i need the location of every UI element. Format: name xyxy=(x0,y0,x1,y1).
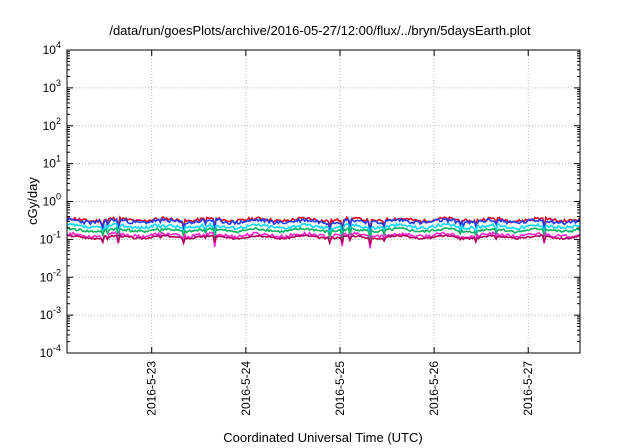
y-tick-exponent: -3 xyxy=(53,305,61,315)
x-tick-label: 2016-5-25 xyxy=(333,361,347,416)
x-tick-label: 2016-5-26 xyxy=(427,361,441,416)
x-axis: 2016-5-23 2016-5-24 2016-5-25 2016-5-26 2016… xyxy=(145,50,535,416)
y-tick-label: 10-3 xyxy=(40,305,61,322)
y-tick-mantissa: 10 xyxy=(40,308,54,322)
y-tick-exponent: 4 xyxy=(56,40,61,50)
x-tick-label: 2016-5-24 xyxy=(239,361,253,416)
y-tick-label: 10-1 xyxy=(40,229,61,246)
data-series-line xyxy=(66,230,581,249)
y-tick-mantissa: 10 xyxy=(40,232,54,246)
y-tick-exponent: 2 xyxy=(56,116,61,126)
y-tick-label: 10-2 xyxy=(40,267,61,284)
plot-frame xyxy=(66,49,581,354)
y-tick-mantissa: 10 xyxy=(40,270,54,284)
y-tick-label: 104 xyxy=(43,40,61,57)
y-tick-exponent: 3 xyxy=(56,78,61,88)
y-tick-mantissa: 10 xyxy=(40,346,54,360)
data-series-line xyxy=(66,222,581,239)
y-tick-mantissa: 10 xyxy=(43,119,57,133)
y-tick-label: 103 xyxy=(43,78,61,95)
x-tick-label: 2016-5-23 xyxy=(145,361,159,416)
x-tick-label: 2016-5-27 xyxy=(521,361,535,416)
y-tick-label: 100 xyxy=(43,192,61,209)
data-series-line xyxy=(66,216,581,236)
series-group xyxy=(66,215,581,249)
y-tick-exponent: 0 xyxy=(56,192,61,202)
y-tick-exponent: -2 xyxy=(53,267,61,277)
data-series-line xyxy=(66,215,581,230)
y-tick-exponent: 1 xyxy=(56,154,61,164)
y-tick-mantissa: 10 xyxy=(43,195,57,209)
y-tick-exponent: -4 xyxy=(53,343,61,353)
y-tick-label: 102 xyxy=(43,116,61,133)
y-tick-mantissa: 10 xyxy=(43,43,57,57)
data-series-line xyxy=(66,233,581,246)
y-tick-mantissa: 10 xyxy=(43,157,57,171)
x-axis-label: Coordinated Universal Time (UTC) xyxy=(223,430,422,445)
grid xyxy=(67,50,580,353)
chart-title: /data/run/goesPlots/archive/2016-05-27/1… xyxy=(109,23,531,38)
y-tick-mantissa: 10 xyxy=(43,81,57,95)
y-tick-exponent: -1 xyxy=(53,229,61,239)
y-axis-label: cGy/day xyxy=(25,177,40,225)
y-tick-label: 10-4 xyxy=(40,343,61,360)
y-tick-label: 101 xyxy=(43,154,61,171)
data-series-line xyxy=(66,226,581,241)
